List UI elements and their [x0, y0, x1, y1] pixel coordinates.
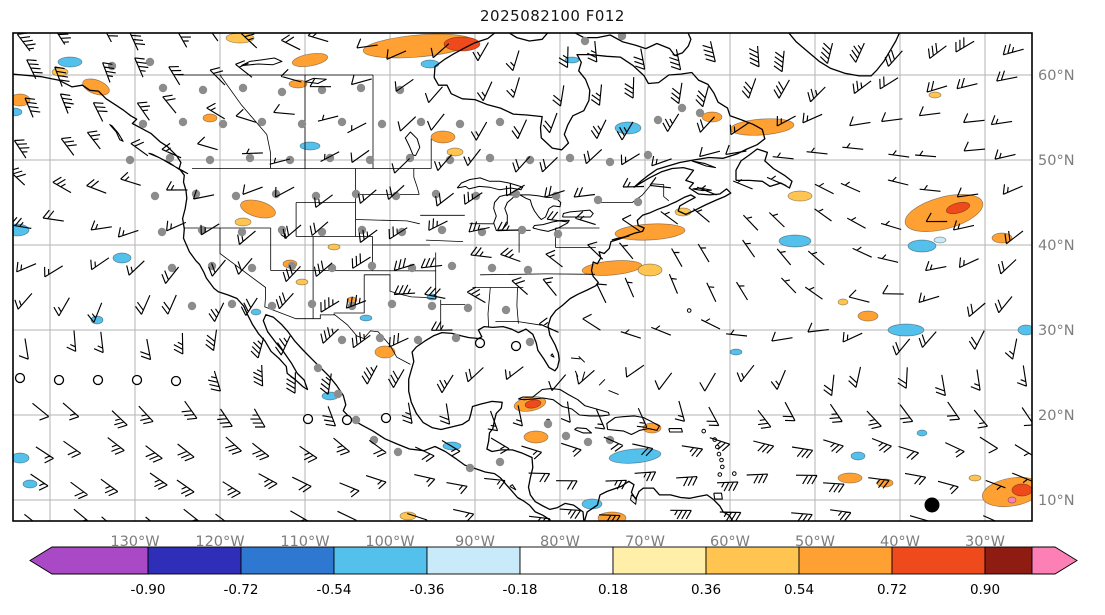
colorbar-tick-label: 0.54 — [784, 582, 814, 598]
lon-tick-label: 40°W — [880, 534, 920, 550]
colorbar-tick-label: 0.72 — [877, 582, 907, 598]
lon-tick-label: 60°W — [710, 534, 750, 550]
calm-wind-circles — [14, 337, 522, 426]
colorbar-tick-label: -0.36 — [410, 582, 445, 598]
colorbar-tick-label: 0.36 — [691, 582, 721, 598]
lat-tick-label: 40°N — [1038, 238, 1075, 254]
shaded-anomaly-regions — [13, 33, 1032, 521]
lon-tick-label: 70°W — [625, 534, 665, 550]
lat-tick-label: 60°N — [1038, 68, 1075, 84]
lat-axis-labels: 60°N 50°N 40°N 30°N 20°N 10°N — [1038, 68, 1075, 509]
lat-tick-label: 20°N — [1038, 408, 1075, 424]
lon-axis-labels: 130°W 120°W 110°W 100°W 90°W 80°W 70°W 60°W 50°W… — [110, 534, 1005, 550]
colorbar-tick-label: -0.18 — [503, 582, 538, 598]
lon-tick-label: 110°W — [280, 534, 329, 550]
lon-tick-label: 80°W — [540, 534, 580, 550]
station-dots — [107, 33, 705, 473]
lon-tick-label: 130°W — [110, 534, 159, 550]
highlight-marker — [924, 497, 940, 513]
lon-tick-label: 50°W — [795, 534, 835, 550]
plot-frame — [12, 32, 1033, 522]
colorbar-tick-label: -0.72 — [224, 582, 259, 598]
colorbar-tick-labels: -0.90 -0.72 -0.54 -0.36 -0.18 0.18 0.36 0.54 0.7… — [131, 582, 1001, 598]
lon-tick-label: 100°W — [365, 534, 414, 550]
map-gridlines — [13, 33, 1032, 521]
lon-tick-label: 90°W — [455, 534, 495, 550]
colorbar — [29, 546, 1078, 575]
islands — [109, 123, 723, 500]
lat-tick-label: 10°N — [1038, 493, 1075, 509]
lat-tick-label: 30°N — [1038, 323, 1075, 339]
lon-tick-label: 30°W — [965, 534, 1005, 550]
lon-tick-label: 120°W — [195, 534, 244, 550]
lat-tick-label: 50°N — [1038, 153, 1075, 169]
colorbar-tick-label: 0.18 — [598, 582, 628, 598]
colorbar-tick-label: -0.90 — [131, 582, 166, 598]
wind-barbs — [13, 33, 1032, 521]
colorbar-tick-label: -0.54 — [317, 582, 352, 598]
colorbar-tick-label: 0.90 — [970, 582, 1000, 598]
